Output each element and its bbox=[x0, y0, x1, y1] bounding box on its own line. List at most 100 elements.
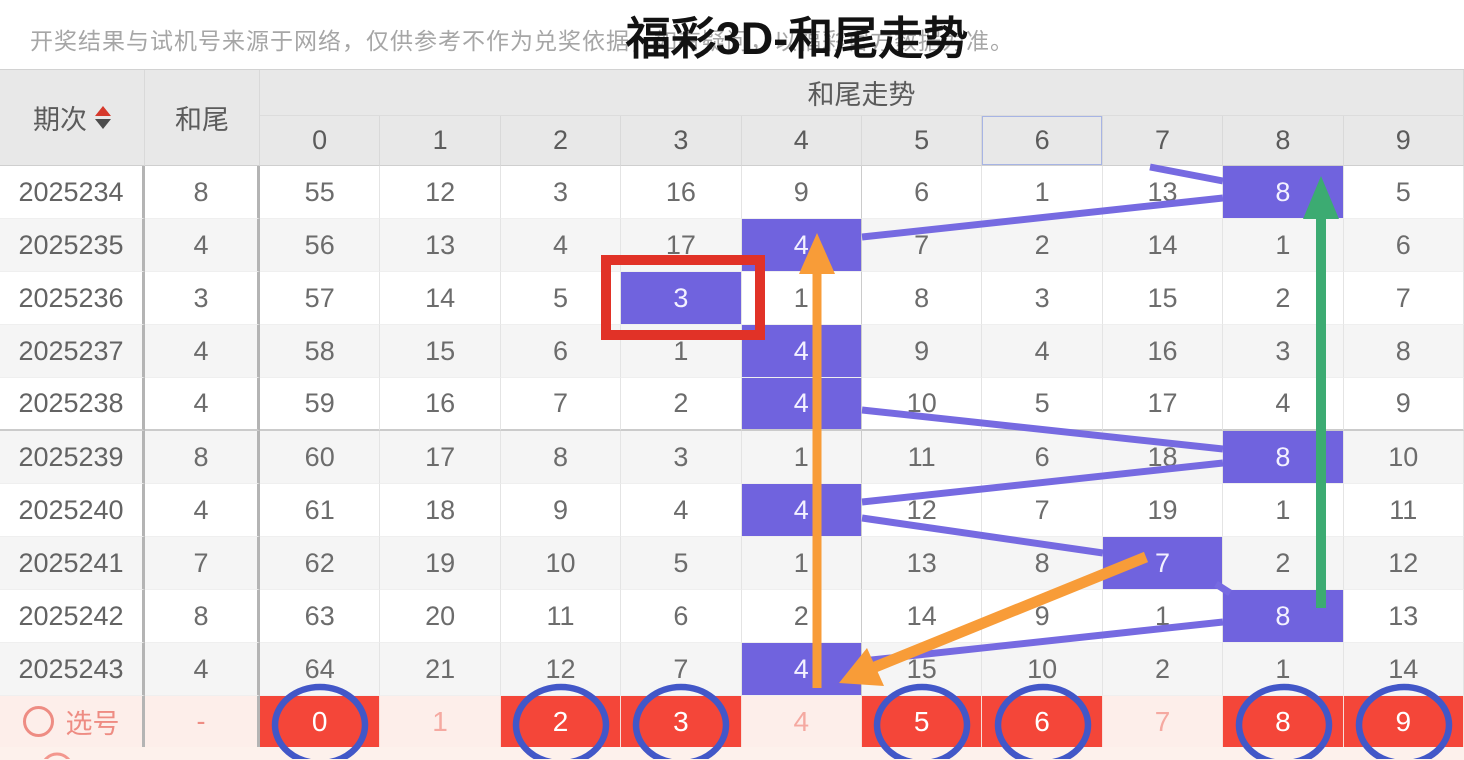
trend-cell: 2 bbox=[1223, 272, 1344, 325]
trend-cell: 18 bbox=[1102, 431, 1224, 484]
trend-cell: 13 bbox=[862, 537, 983, 590]
trend-cell: 16 bbox=[621, 166, 742, 219]
tail-value-cell: 8 bbox=[145, 166, 260, 219]
trend-cell: 1 bbox=[1223, 484, 1344, 537]
selection-number-selected[interactable]: 6 bbox=[982, 696, 1103, 747]
trend-cell: 1 bbox=[741, 431, 862, 484]
circle-icon bbox=[22, 706, 54, 737]
sort-asc-icon bbox=[95, 106, 111, 116]
trend-cell: 1 bbox=[1102, 590, 1224, 643]
trend-cell: 63 bbox=[260, 590, 381, 643]
selection-number-selected[interactable]: 3 bbox=[621, 696, 742, 747]
trend-cell: 13 bbox=[380, 219, 501, 272]
trend-cell: 2 bbox=[621, 378, 742, 431]
selection-number-selected[interactable]: 9 bbox=[1343, 696, 1464, 747]
trend-cell: 3 bbox=[982, 272, 1103, 325]
digit-header-9: 9 bbox=[1343, 116, 1464, 166]
trend-cell-highlight: 8 bbox=[1223, 166, 1344, 219]
trend-cell-highlight: 4 bbox=[741, 325, 862, 378]
digit-header-1: 1 bbox=[380, 116, 501, 166]
trend-cell: 64 bbox=[260, 643, 381, 696]
selection-row-label[interactable]: 选号 bbox=[0, 696, 145, 747]
tail-value-cell: 4 bbox=[145, 378, 260, 431]
period-header-label: 期次 bbox=[33, 105, 87, 135]
digit-header-7: 7 bbox=[1102, 116, 1224, 166]
period-cell: 2025235 bbox=[0, 219, 145, 272]
period-cell: 2025238 bbox=[0, 378, 145, 431]
trend-cell: 9 bbox=[982, 590, 1103, 643]
trend-cell: 17 bbox=[380, 431, 501, 484]
trend-cell: 6 bbox=[1343, 219, 1464, 272]
trend-cell: 1 bbox=[741, 272, 862, 325]
trend-cell: 2 bbox=[1102, 643, 1224, 696]
period-header[interactable]: 期次 bbox=[0, 70, 145, 166]
trend-table: 期次 和尾 和尾走势 0 1 2 3 4 5 6 7 8 9 选号 - 2025… bbox=[0, 69, 1464, 760]
period-cell: 2025240 bbox=[0, 484, 145, 537]
trend-cell: 15 bbox=[1102, 272, 1224, 325]
selection-number[interactable]: 4 bbox=[741, 696, 862, 747]
trend-cell-highlight: 8 bbox=[1223, 590, 1344, 643]
trend-cell-highlight: 8 bbox=[1223, 431, 1344, 484]
trend-cell: 13 bbox=[1102, 166, 1224, 219]
trend-cell: 2 bbox=[1223, 537, 1344, 590]
page-title: 福彩3D-和尾走势 bbox=[625, 13, 969, 64]
trend-cell: 57 bbox=[260, 272, 381, 325]
trend-cell: 19 bbox=[380, 537, 501, 590]
trend-cell: 11 bbox=[1343, 484, 1464, 537]
trend-cell: 1 bbox=[982, 166, 1103, 219]
period-cell: 2025234 bbox=[0, 166, 145, 219]
selection-number-selected[interactable]: 2 bbox=[500, 696, 622, 747]
trend-cell: 15 bbox=[862, 643, 983, 696]
tail-header: 和尾 bbox=[145, 70, 260, 166]
trend-cell: 18 bbox=[380, 484, 501, 537]
trend-cell: 1 bbox=[621, 325, 742, 378]
selection-number-selected[interactable]: 8 bbox=[1223, 696, 1344, 747]
trend-cell: 6 bbox=[982, 431, 1103, 484]
trend-cell: 8 bbox=[500, 431, 622, 484]
trend-cell: 3 bbox=[500, 166, 622, 219]
trend-cell: 61 bbox=[260, 484, 381, 537]
trend-cell: 20 bbox=[380, 590, 501, 643]
selection-number[interactable]: 1 bbox=[380, 696, 501, 747]
trend-cell-highlight: 3 bbox=[621, 272, 742, 325]
selection-tail-cell: - bbox=[145, 696, 260, 747]
trend-cell: 13 bbox=[1343, 590, 1464, 643]
trend-cell: 6 bbox=[500, 325, 622, 378]
tail-value-cell: 4 bbox=[145, 643, 260, 696]
group-header: 和尾走势 bbox=[260, 70, 1464, 116]
selection-label-text: 选号 bbox=[65, 709, 120, 739]
trend-cell: 4 bbox=[1223, 378, 1344, 431]
trend-cell: 21 bbox=[380, 643, 501, 696]
trend-cell: 58 bbox=[260, 325, 381, 378]
trend-cell: 10 bbox=[1343, 431, 1464, 484]
trend-cell: 17 bbox=[1102, 378, 1224, 431]
trend-cell: 55 bbox=[260, 166, 381, 219]
trend-cell: 7 bbox=[1343, 272, 1464, 325]
trend-cell: 7 bbox=[862, 219, 983, 272]
trend-cell: 8 bbox=[982, 537, 1103, 590]
trend-cell: 2 bbox=[982, 219, 1103, 272]
period-cell: 2025237 bbox=[0, 325, 145, 378]
selection-number-selected[interactable]: 5 bbox=[862, 696, 983, 747]
selection-number-selected[interactable]: 0 bbox=[260, 696, 381, 747]
trend-cell: 19 bbox=[1102, 484, 1224, 537]
trend-cell: 1 bbox=[1223, 219, 1344, 272]
trend-cell: 14 bbox=[1102, 219, 1224, 272]
partial-next-row bbox=[0, 747, 1464, 760]
tail-value-cell: 8 bbox=[145, 590, 260, 643]
digit-header-8: 8 bbox=[1223, 116, 1344, 166]
tail-value-cell: 4 bbox=[145, 325, 260, 378]
digit-header-4: 4 bbox=[741, 116, 862, 166]
digit-header-6: 6 bbox=[982, 116, 1103, 166]
trend-cell: 10 bbox=[500, 537, 622, 590]
trend-cell: 6 bbox=[862, 166, 983, 219]
period-cell: 2025242 bbox=[0, 590, 145, 643]
trend-cell: 10 bbox=[862, 378, 983, 431]
trend-cell: 8 bbox=[862, 272, 983, 325]
selection-number[interactable]: 7 bbox=[1102, 696, 1224, 747]
trend-cell: 12 bbox=[1343, 537, 1464, 590]
trend-cell-highlight: 4 bbox=[741, 643, 862, 696]
trend-cell: 15 bbox=[380, 325, 501, 378]
sort-icon[interactable] bbox=[95, 106, 111, 129]
trend-cell: 10 bbox=[982, 643, 1103, 696]
